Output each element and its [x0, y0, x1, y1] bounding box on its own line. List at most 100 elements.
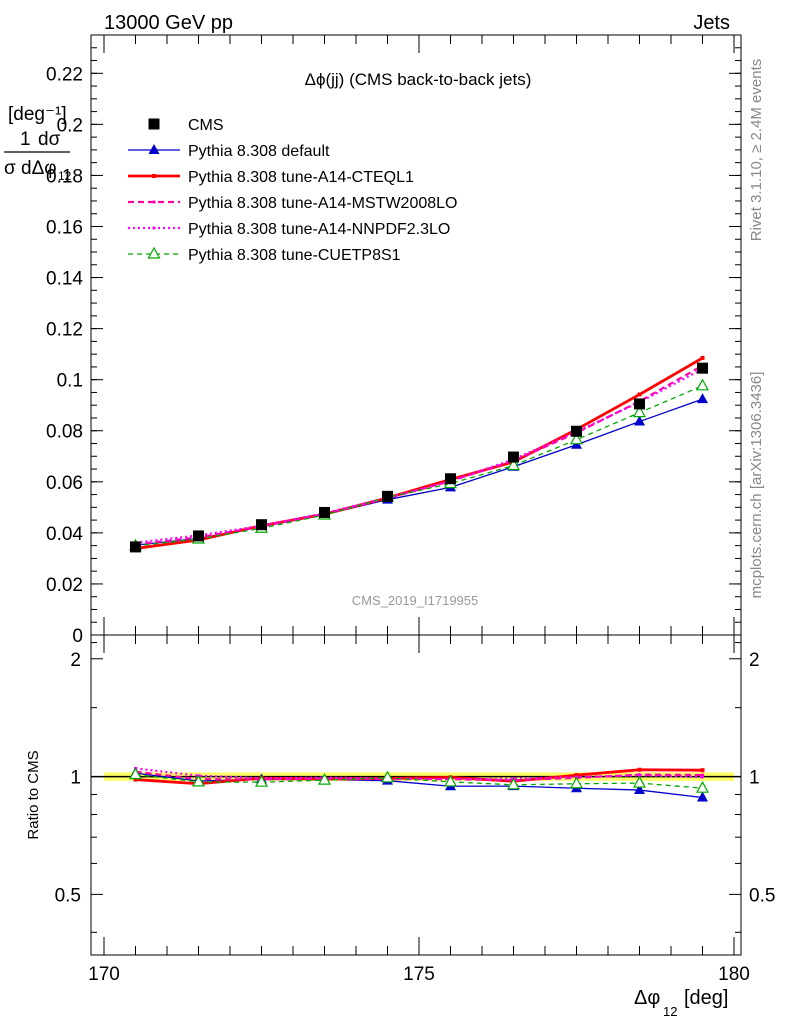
- ratio-point: [700, 775, 705, 779]
- ratio-point: [697, 791, 708, 802]
- data-point: [508, 451, 519, 463]
- legend-marker: [152, 226, 156, 230]
- ratio-tick-label: 0.5: [55, 885, 81, 906]
- y-tick-label: 0: [72, 626, 83, 647]
- data-point: [569, 432, 584, 445]
- series-0: [130, 362, 708, 553]
- ratio-tick-label-right: 1: [749, 768, 760, 789]
- y-tick-label: 0.06: [46, 473, 83, 494]
- data-point: [637, 392, 642, 397]
- ratio-frame: [90, 634, 742, 956]
- ratio-series-5: [128, 767, 710, 793]
- ratio-point: [191, 774, 206, 787]
- y-axis-title-unit: [deg⁻¹]: [8, 104, 67, 125]
- data-point: [506, 458, 521, 471]
- legend-marker: [152, 174, 156, 178]
- y-axis-title-numerator-d: dσ: [38, 129, 61, 150]
- y-axis-title: 1 dσ σ dΔφ 12 [deg⁻¹]: [4, 104, 72, 183]
- y-tick-label: 0.08: [46, 422, 83, 443]
- ratio-line: [135, 768, 703, 786]
- data-point: [445, 473, 456, 485]
- series-4: [133, 367, 705, 545]
- y-tick-label: 0.04: [46, 524, 83, 545]
- data-point: [695, 378, 710, 391]
- header-right: Jets: [693, 12, 730, 34]
- data-point: [634, 415, 645, 426]
- ratio-point: [637, 767, 642, 772]
- ratio-tick-label: 2: [70, 650, 81, 671]
- ratio-point: [128, 767, 143, 780]
- x-tick-label: 180: [718, 964, 750, 985]
- legend-label: CMS: [188, 117, 224, 134]
- ratio-tick-label-right: 2: [749, 650, 760, 671]
- series-line: [135, 356, 704, 550]
- data-point: [697, 393, 708, 404]
- y-tick-label: 0.02: [46, 575, 83, 596]
- series-line: [135, 367, 704, 544]
- data-point: [130, 541, 141, 553]
- data-point: [632, 405, 647, 418]
- header-left: 13000 GeV pp: [104, 12, 233, 34]
- legend-label: Pythia 8.308 tune-CUETP8S1: [188, 247, 401, 264]
- y-axis-title-denominator: σ dΔφ: [4, 158, 57, 179]
- analysis-label: CMS_2019_I1719955: [352, 593, 479, 608]
- main-panel: Δϕ(jj) (CMS back-to-back jets) CMS_2019_…: [4, 34, 742, 647]
- x-tick-label: 175: [403, 964, 435, 985]
- data-point: [697, 362, 708, 374]
- series-line: [135, 364, 704, 546]
- ratio-point: [634, 784, 645, 795]
- legend-label: Pythia 8.308 default: [188, 143, 330, 160]
- data-point: [256, 519, 267, 531]
- y-tick-label: 0.14: [46, 269, 83, 290]
- y-tick-label: 0.2: [57, 115, 83, 136]
- data-point: [382, 490, 393, 502]
- ratio-line: [135, 770, 703, 782]
- series-3: [133, 364, 705, 546]
- y-tick-label: 0.1: [57, 371, 83, 392]
- ratio-point: [254, 774, 269, 787]
- mcplots-label: mcplots.cern.ch [arXiv:1306.3436]: [748, 372, 765, 599]
- series-line: [135, 385, 703, 547]
- ratio-tick-label: 1: [70, 768, 81, 789]
- chart-title: Δϕ(jj) (CMS back-to-back jets): [305, 70, 532, 89]
- data-point: [193, 530, 204, 542]
- ratio-tick-label-right: 0.5: [749, 885, 775, 906]
- series-2: [133, 355, 705, 551]
- legend-marker: [148, 144, 160, 154]
- series-line: [135, 398, 703, 546]
- x-axis-title-subscript: 12: [663, 1004, 677, 1019]
- ratio-point: [569, 776, 584, 789]
- series-1: [130, 393, 708, 550]
- ratio-point: [700, 768, 705, 773]
- y-tick-label: 0.22: [46, 64, 83, 85]
- data-point: [700, 355, 705, 360]
- data-point: [571, 425, 582, 437]
- x-axis-title-unit: [deg]: [684, 987, 728, 1009]
- x-axis-title: Δφ 12 [deg]: [634, 987, 728, 1019]
- x-tick-label: 170: [88, 964, 120, 985]
- ratio-point: [380, 770, 395, 783]
- ratio-point: [574, 773, 579, 778]
- ratio-point: [695, 780, 710, 793]
- legend-marker: [152, 200, 156, 204]
- y-axis-title-numerator: 1: [20, 129, 31, 150]
- legend-label: Pythia 8.308 tune-A14-MSTW2008LO: [188, 195, 457, 212]
- data-point: [634, 398, 645, 410]
- ratio-axis-title: Ratio to CMS: [25, 750, 42, 839]
- ratio-point: [443, 774, 458, 787]
- x-axis-title-main: Δφ: [634, 987, 660, 1009]
- ratio-point: [317, 772, 332, 785]
- y-axis-title-subscript: 12: [58, 169, 72, 183]
- legend-marker: [147, 246, 161, 259]
- ratio-panel: 0.5 0.5 1 1 2 2 Ratio to CMS: [25, 634, 775, 956]
- ratio-line: [135, 773, 703, 789]
- legend-label: Pythia 8.308 tune-A14-NNPDF2.3LO: [188, 221, 450, 238]
- y-tick-label: 0.16: [46, 217, 83, 238]
- rivet-version-label: Rivet 3.1.10, ≥ 2.4M events: [748, 59, 765, 242]
- legend: CMS Pythia 8.308 default Pythia 8.308 tune…: [128, 117, 457, 264]
- ratio-point: [637, 773, 642, 777]
- legend-label: Pythia 8.308 tune-A14-CTEQL1: [188, 169, 414, 186]
- data-point: [319, 506, 330, 518]
- y-tick-label: 0.12: [46, 320, 83, 341]
